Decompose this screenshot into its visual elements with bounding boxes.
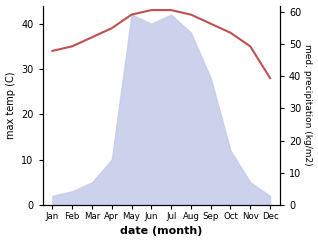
X-axis label: date (month): date (month) [120,227,203,236]
Y-axis label: max temp (C): max temp (C) [5,71,16,139]
Y-axis label: med. precipitation (kg/m2): med. precipitation (kg/m2) [303,45,313,166]
